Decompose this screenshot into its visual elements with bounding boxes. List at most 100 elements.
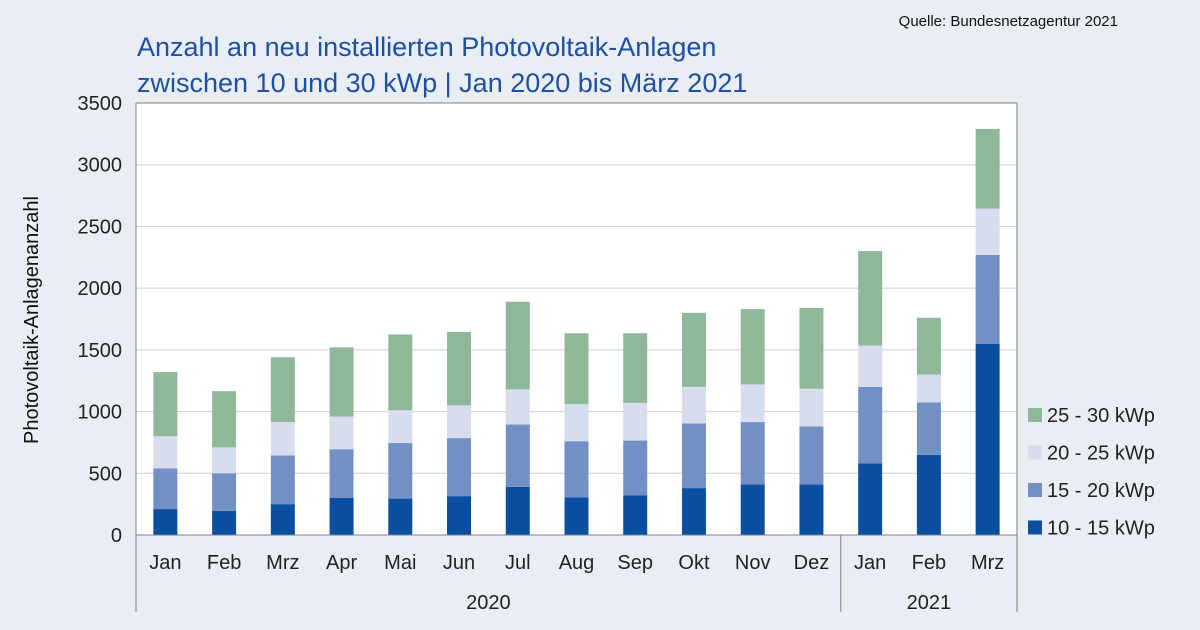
- legend-swatch: [1028, 483, 1042, 497]
- bar-segment: [329, 449, 354, 498]
- source-label: Quelle: Bundesnetzagentur 2021: [899, 13, 1118, 30]
- y-tick-label: 0: [111, 525, 122, 547]
- bar-segment: [447, 405, 472, 439]
- bar-segment: [858, 345, 883, 387]
- bar-segment: [564, 404, 589, 442]
- bar-segment: [212, 391, 237, 448]
- legend-label: 25 - 30 kWp: [1047, 405, 1155, 427]
- bar-segment: [681, 423, 706, 489]
- year-label: 2021: [907, 592, 952, 614]
- bar-segment: [564, 441, 589, 498]
- bar-segment: [447, 331, 472, 406]
- bar-segment: [270, 357, 295, 423]
- y-axis-label: Photovoltaik-Anlagenanzahl: [21, 196, 43, 444]
- bar-segment: [916, 454, 941, 535]
- chart-title-line-1: Anzahl an neu installierten Photovoltaik…: [137, 32, 716, 62]
- bar-segment: [623, 495, 648, 535]
- bar-segment: [681, 488, 706, 535]
- x-tick-label: Mai: [384, 552, 416, 574]
- x-tick-label: Sep: [617, 552, 653, 574]
- bar-segment: [212, 473, 237, 511]
- bar-segment: [153, 372, 178, 437]
- bar-segment: [388, 498, 413, 535]
- bar-segment: [212, 510, 237, 535]
- x-tick-label: Aug: [559, 552, 595, 574]
- bar-segment: [388, 443, 413, 499]
- bar-segment: [740, 384, 765, 423]
- bar-segment: [623, 402, 648, 441]
- y-tick-label: 2000: [78, 278, 123, 300]
- bar-segment: [858, 463, 883, 535]
- legend-swatch: [1028, 520, 1042, 535]
- bar-segment: [681, 312, 706, 387]
- y-tick-label: 3000: [78, 155, 123, 177]
- bar-segment: [740, 484, 765, 535]
- bar-segment: [212, 447, 237, 474]
- x-tick-label: Jun: [443, 552, 475, 574]
- bar-segment: [916, 402, 941, 455]
- bar-segment: [270, 455, 295, 505]
- bar-segment: [329, 497, 354, 535]
- bar-segment: [740, 309, 765, 385]
- bar-segment: [564, 333, 589, 405]
- bar-segment: [799, 388, 824, 427]
- bar-segment: [153, 468, 178, 510]
- bar-segment: [623, 440, 648, 496]
- bar-segment: [975, 343, 1000, 535]
- legend-label: 20 - 25 kWp: [1047, 443, 1155, 465]
- legend-swatch: [1028, 408, 1042, 422]
- x-tick-label: Nov: [735, 552, 771, 574]
- bar-segment: [975, 254, 1000, 344]
- legend-swatch: [1028, 445, 1042, 460]
- x-tick-label: Mrz: [971, 552, 1004, 574]
- bar-segment: [505, 486, 530, 535]
- bar-segment: [799, 307, 824, 389]
- bar-segment: [799, 426, 824, 485]
- bar-segment: [681, 386, 706, 424]
- x-tick-label: Feb: [207, 552, 241, 574]
- x-tick-label: Feb: [912, 552, 946, 574]
- bar-segment: [564, 497, 589, 535]
- y-tick-label: 3500: [78, 93, 123, 115]
- bar-segment: [799, 484, 824, 535]
- x-tick-label: Okt: [678, 552, 710, 574]
- bar-segment: [447, 496, 472, 535]
- bar-segment: [329, 416, 354, 450]
- plot-area: 0 500 1000 1500 2000 2500 3000 3500 2020 2021 Jan F…: [78, 93, 1018, 614]
- bar-segment: [740, 422, 765, 485]
- y-tick-label: 2500: [78, 216, 123, 238]
- bar-segment: [329, 347, 354, 417]
- bar-segment: [858, 386, 883, 464]
- y-tick-label: 1000: [78, 402, 123, 424]
- legend-label: 15 - 20 kWp: [1047, 480, 1155, 502]
- x-tick-label: Apr: [326, 552, 357, 574]
- bar-segment: [270, 504, 295, 535]
- bar-segment: [916, 374, 941, 403]
- bar-segment: [388, 410, 413, 444]
- bar-segment: [916, 317, 941, 375]
- legend: 25 - 30 kWp 20 - 25 kWp 15 - 20 kWp 10 - 15…: [1028, 405, 1155, 540]
- bar-segment: [505, 301, 530, 390]
- x-tick-label: Jan: [854, 552, 886, 574]
- x-tick-label: Mrz: [266, 552, 299, 574]
- bar-segment: [623, 333, 648, 403]
- bar-segment: [388, 334, 413, 411]
- bar-segment: [505, 424, 530, 487]
- x-tick-label: Jan: [149, 552, 181, 574]
- bar-segment: [447, 438, 472, 497]
- legend-label: 10 - 15 kWp: [1047, 518, 1155, 540]
- chart-title-line-2: zwischen 10 und 30 kWp | Jan 2020 bis Mä…: [137, 68, 747, 98]
- bar-segment: [975, 208, 1000, 255]
- bar-segment: [858, 251, 883, 346]
- x-tick-label: Jul: [505, 552, 531, 574]
- bar-segment: [153, 509, 178, 535]
- y-tick-label: 500: [89, 463, 122, 485]
- year-label: 2020: [466, 592, 511, 614]
- y-tick-label: 1500: [78, 340, 123, 362]
- x-tick-label: Dez: [794, 552, 830, 574]
- bar-segment: [153, 436, 178, 469]
- bar-segment: [270, 422, 295, 456]
- bar-segment: [975, 128, 1000, 209]
